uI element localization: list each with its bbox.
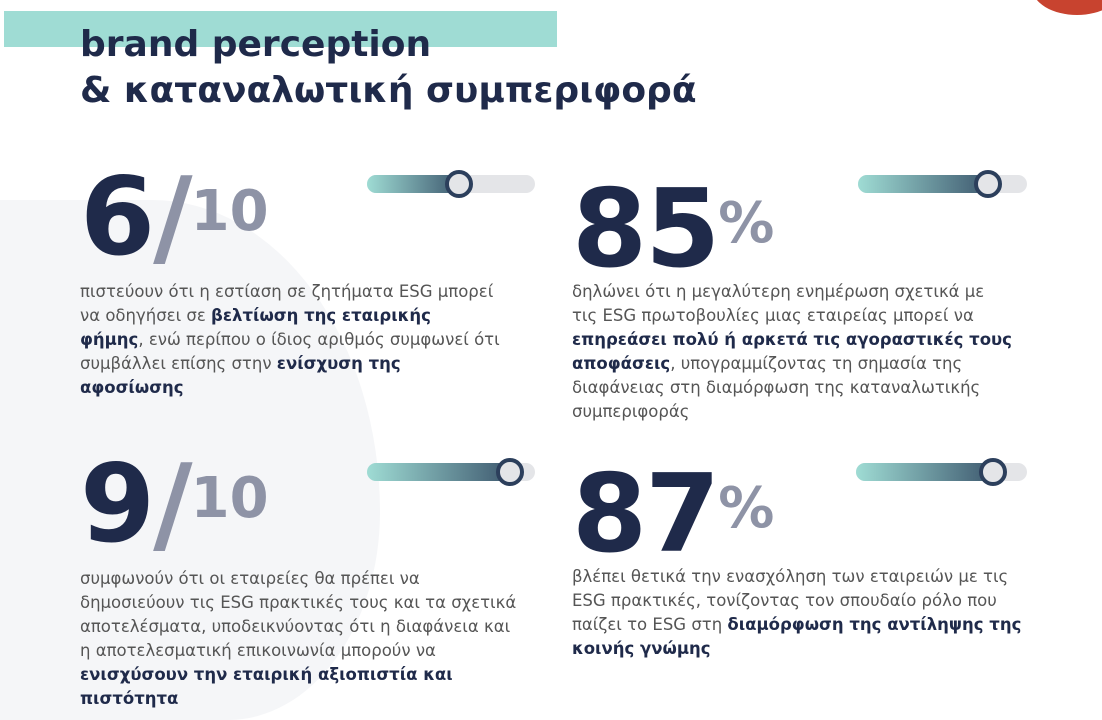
text: πιστεύουν ότι η εστίαση σε ζητήματα ESG … xyxy=(80,282,494,325)
slider-fill xyxy=(367,463,510,481)
bold-text: διαμόρφωση της αντίληψης της κοινής γνώμ… xyxy=(572,615,1022,658)
level-slider-3 xyxy=(367,458,535,486)
stat-sup: % xyxy=(718,476,775,541)
text: βλέπει θετικά την ενασχόληση των εταιρει… xyxy=(572,567,1009,634)
stat-description: βλέπει θετικά την ενασχόληση των εταιρει… xyxy=(572,565,1022,661)
title-line-1: brand perception xyxy=(80,24,432,65)
stat-number: 87% xyxy=(572,461,1022,569)
level-slider-2 xyxy=(858,170,1027,198)
stat-main: 87 xyxy=(572,452,720,577)
title-highlight-bar xyxy=(4,11,557,47)
slider-knob xyxy=(495,458,524,486)
text: συμφωνούν ότι οι εταιρείες θα πρέπει να … xyxy=(80,569,517,660)
text: , ενώ περίπου ο ίδιος αριθμός συμφωνεί ό… xyxy=(80,330,500,373)
stat-sup: % xyxy=(718,191,775,256)
stat-slash: / xyxy=(153,442,192,567)
slider-knob xyxy=(974,170,1003,198)
stat-block-1: 6/10 πιστεύουν ότι η εστίαση σε ζητήματα… xyxy=(80,164,500,400)
slider-fill xyxy=(858,175,989,193)
stat-block-3: 9/10 συμφωνούν ότι οι εταιρείες θα πρέπε… xyxy=(80,451,520,711)
stat-block-2: 85% δηλώνει ότι η μεγαλύτερη ενημέρωση σ… xyxy=(572,176,1012,424)
stat-description: συμφωνούν ότι οι εταιρείες θα πρέπει να … xyxy=(80,567,520,711)
stat-block-4: 87% βλέπει θετικά την ενασχόληση των ετα… xyxy=(572,461,1022,661)
level-slider-1 xyxy=(367,170,535,198)
slider-fill xyxy=(367,175,460,193)
stat-sup: 10 xyxy=(190,466,269,531)
stat-main: 85 xyxy=(572,167,720,292)
slider-knob xyxy=(978,458,1007,486)
bold-text: ενισχύσουν την εταιρική αξιοπιστία και π… xyxy=(80,665,453,708)
text: , υπογραμμίζοντας τη σημασία της διαφάνε… xyxy=(572,354,981,421)
stat-description: δηλώνει ότι η μεγαλύτερη ενημέρωση σχετι… xyxy=(572,280,1012,424)
slider-fill xyxy=(856,463,993,481)
text: δηλώνει ότι η μεγαλύτερη ενημέρωση σχετι… xyxy=(572,282,985,325)
title-line-2: & καταναλωτική συμπεριφορά xyxy=(80,70,697,111)
corner-decoration xyxy=(1032,0,1102,15)
stat-number: 85% xyxy=(572,176,1012,284)
stat-main: 6 xyxy=(80,155,155,280)
slider-knob xyxy=(445,170,474,198)
stat-number: 9/10 xyxy=(80,451,520,559)
stat-sup: 10 xyxy=(190,179,269,244)
stat-description: πιστεύουν ότι η εστίαση σε ζητήματα ESG … xyxy=(80,280,500,400)
page-title: brand perception & καταναλωτική συμπεριφ… xyxy=(80,22,697,114)
stat-main: 9 xyxy=(80,442,155,567)
bold-text: επηρεάσει πολύ ή αρκετά τις αγοραστικές … xyxy=(572,330,1012,373)
stat-slash: / xyxy=(153,155,192,280)
level-slider-4 xyxy=(856,458,1027,486)
bold-text: βελτίωση της εταιρικής φήμης xyxy=(80,306,431,349)
bold-text: ενίσχυση της αφοσίωσης xyxy=(80,354,401,397)
stat-number: 6/10 xyxy=(80,164,500,272)
